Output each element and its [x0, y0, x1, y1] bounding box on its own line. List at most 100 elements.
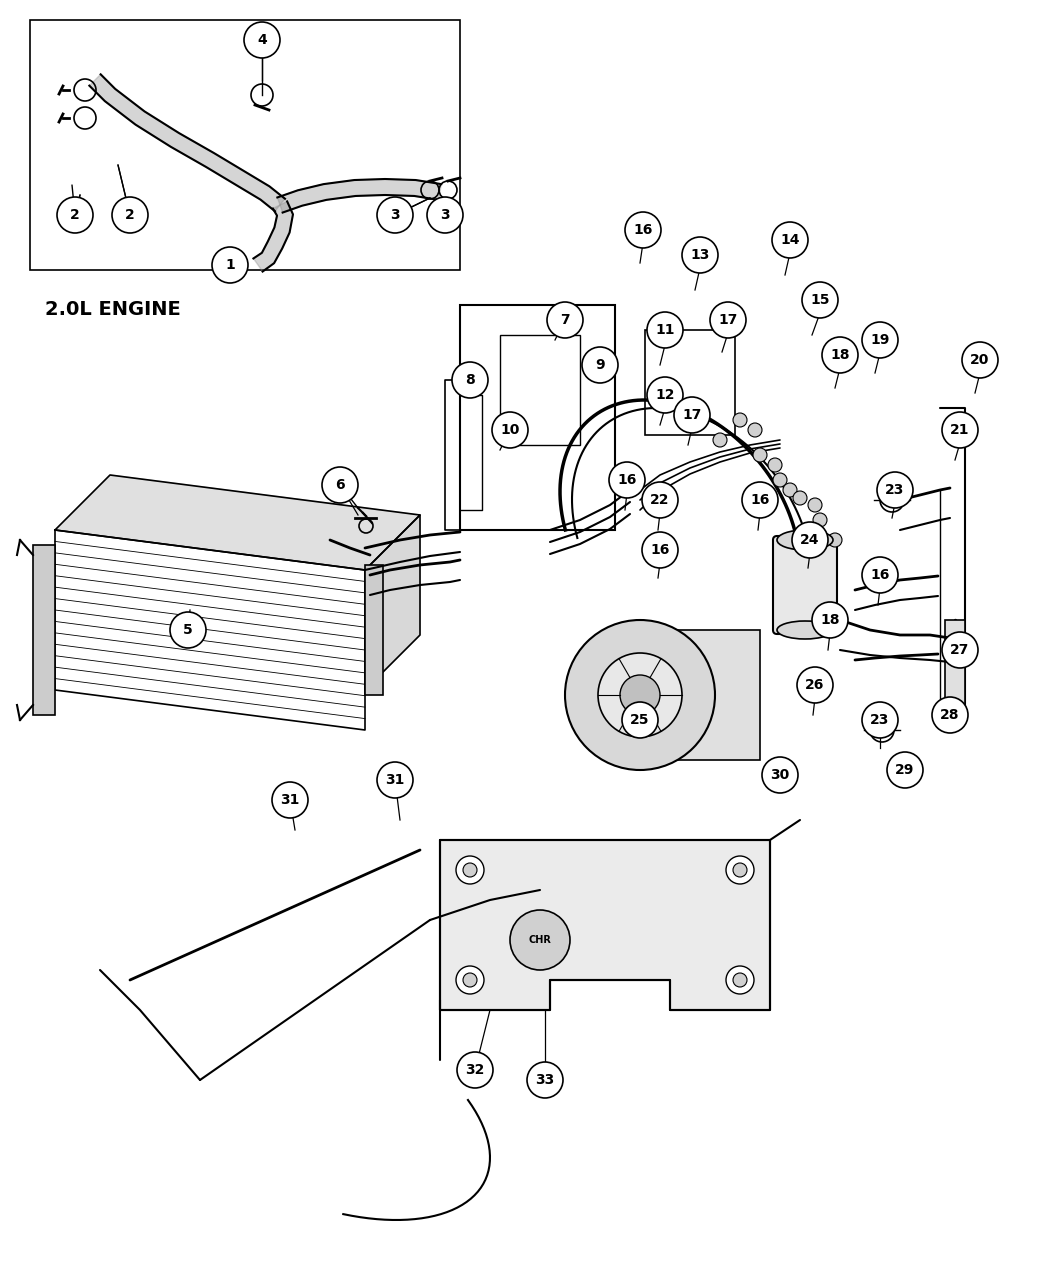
Text: 14: 14	[780, 233, 800, 247]
Text: 30: 30	[771, 768, 790, 782]
Text: 32: 32	[465, 1063, 485, 1077]
Bar	[500, 335, 580, 445]
Circle shape	[822, 337, 858, 374]
Text: CHR: CHR	[528, 935, 551, 945]
Circle shape	[682, 237, 718, 273]
Bar	[630, 630, 760, 760]
Text: 26: 26	[805, 678, 824, 692]
Circle shape	[733, 863, 747, 877]
Text: 13: 13	[690, 249, 710, 261]
Text: 17: 17	[682, 408, 701, 422]
Bar	[365, 565, 383, 695]
Circle shape	[793, 491, 807, 505]
Circle shape	[713, 434, 727, 448]
Circle shape	[642, 532, 678, 567]
Circle shape	[862, 703, 898, 738]
Text: 3: 3	[440, 208, 449, 222]
Circle shape	[565, 620, 715, 770]
Circle shape	[510, 910, 570, 970]
Text: 10: 10	[500, 423, 520, 437]
Circle shape	[733, 973, 747, 987]
Bar	[33, 544, 55, 715]
Circle shape	[762, 757, 798, 793]
Circle shape	[932, 697, 968, 733]
Circle shape	[377, 762, 413, 798]
Circle shape	[456, 966, 484, 995]
Text: 12: 12	[655, 388, 675, 402]
Polygon shape	[89, 74, 285, 212]
Text: 33: 33	[536, 1074, 554, 1088]
Circle shape	[244, 22, 280, 57]
Polygon shape	[277, 179, 441, 213]
Bar	[30, 20, 460, 270]
Bar	[460, 305, 615, 530]
Circle shape	[112, 198, 148, 233]
Circle shape	[768, 458, 782, 472]
Circle shape	[710, 302, 746, 338]
Text: 4: 4	[257, 33, 267, 47]
Text: 16: 16	[650, 543, 670, 557]
Ellipse shape	[777, 530, 833, 550]
Circle shape	[212, 247, 248, 283]
Circle shape	[797, 667, 833, 703]
Circle shape	[322, 467, 358, 504]
Circle shape	[962, 342, 998, 377]
Circle shape	[748, 423, 762, 437]
Circle shape	[547, 302, 583, 338]
Circle shape	[783, 483, 797, 497]
Circle shape	[862, 557, 898, 593]
Text: 9: 9	[595, 358, 605, 372]
Circle shape	[813, 513, 827, 527]
Text: 17: 17	[718, 312, 738, 326]
Text: 23: 23	[885, 483, 905, 497]
Text: 25: 25	[630, 713, 650, 727]
Text: 16: 16	[633, 223, 653, 237]
Text: 16: 16	[751, 493, 770, 507]
Text: 3: 3	[391, 208, 400, 222]
FancyBboxPatch shape	[773, 536, 837, 634]
Text: 15: 15	[811, 293, 830, 307]
Circle shape	[642, 482, 678, 518]
Text: 20: 20	[970, 353, 990, 367]
Text: 1: 1	[225, 258, 235, 272]
Polygon shape	[440, 840, 770, 1010]
Bar	[645, 330, 735, 435]
Circle shape	[625, 212, 662, 249]
Circle shape	[887, 752, 923, 788]
Text: 2.0L ENGINE: 2.0L ENGINE	[45, 300, 181, 319]
Text: 11: 11	[655, 323, 675, 337]
Circle shape	[527, 1062, 563, 1098]
Circle shape	[726, 856, 754, 884]
Text: 28: 28	[940, 708, 960, 722]
Circle shape	[726, 966, 754, 995]
Circle shape	[609, 462, 645, 499]
Circle shape	[457, 1052, 494, 1088]
Polygon shape	[55, 476, 420, 570]
Text: 8: 8	[465, 374, 475, 388]
Circle shape	[802, 282, 838, 317]
Circle shape	[452, 362, 488, 398]
Circle shape	[620, 674, 660, 715]
Circle shape	[377, 198, 413, 233]
Polygon shape	[365, 515, 420, 690]
Circle shape	[828, 533, 842, 547]
Circle shape	[272, 782, 308, 819]
Circle shape	[862, 323, 898, 358]
Text: 21: 21	[950, 423, 970, 437]
Circle shape	[792, 521, 828, 558]
Circle shape	[674, 397, 710, 434]
Circle shape	[170, 612, 206, 648]
Text: 18: 18	[820, 613, 840, 627]
Text: 6: 6	[335, 478, 344, 492]
Circle shape	[742, 482, 778, 518]
Circle shape	[57, 198, 93, 233]
Bar	[945, 620, 965, 715]
Text: 24: 24	[800, 533, 820, 547]
Text: 22: 22	[650, 493, 670, 507]
Circle shape	[753, 448, 766, 462]
Circle shape	[733, 413, 747, 427]
Circle shape	[598, 653, 683, 737]
Circle shape	[808, 499, 822, 513]
Circle shape	[773, 473, 788, 487]
Ellipse shape	[777, 621, 833, 639]
